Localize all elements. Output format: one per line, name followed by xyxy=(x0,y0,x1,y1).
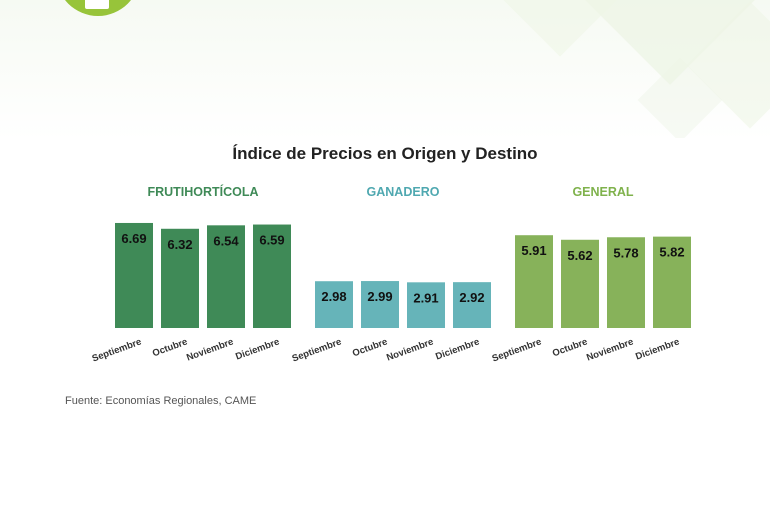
group-label: FRUTIHORTÍCOLA xyxy=(147,184,258,199)
x-tick-label: Octubre xyxy=(351,336,389,359)
x-tick-label: Diciembre xyxy=(434,336,481,362)
bar xyxy=(161,228,199,328)
bar xyxy=(561,239,599,328)
bar xyxy=(607,237,645,328)
x-tick-label: Septiembre xyxy=(291,336,343,364)
bar-value-label: 5.91 xyxy=(521,243,546,258)
x-tick-label: Septiembre xyxy=(91,336,143,364)
bar-value-label: 6.32 xyxy=(167,237,192,252)
bar-value-label: 2.98 xyxy=(321,289,346,304)
bar xyxy=(453,282,491,328)
x-tick-label: Diciembre xyxy=(234,336,281,362)
x-tick-label: Noviembre xyxy=(385,336,435,363)
source-note: Fuente: Economías Regionales, CAME xyxy=(65,395,257,407)
bar-value-label: 5.82 xyxy=(659,245,684,260)
x-tick-label: Diciembre xyxy=(634,336,681,362)
group-label: GENERAL xyxy=(572,185,633,199)
x-tick-label: Noviembre xyxy=(585,336,635,363)
bar xyxy=(361,281,399,328)
bar-value-label: 6.54 xyxy=(213,233,239,248)
bar-value-label: 6.69 xyxy=(121,231,146,246)
bar-value-label: 2.91 xyxy=(413,290,438,305)
bar-value-label: 5.78 xyxy=(613,245,638,260)
x-tick-label: Noviembre xyxy=(185,336,235,363)
bar xyxy=(253,224,291,328)
bar xyxy=(207,225,245,328)
bar-value-label: 5.62 xyxy=(567,248,592,263)
bar-value-label: 2.99 xyxy=(367,289,392,304)
x-tick-label: Octubre xyxy=(551,336,589,359)
bar xyxy=(115,222,153,328)
x-tick-label: Octubre xyxy=(151,336,189,359)
bar-value-label: 2.92 xyxy=(459,290,484,305)
bar xyxy=(407,282,445,328)
corner-badge-mark xyxy=(85,0,109,9)
bar xyxy=(653,236,691,328)
chart-title: Índice de Precios en Origen y Destino xyxy=(232,144,538,163)
bar xyxy=(515,235,553,328)
x-tick-label: Septiembre xyxy=(491,336,543,364)
bar xyxy=(315,281,353,328)
group-label: GANADERO xyxy=(367,185,440,199)
bar-value-label: 6.59 xyxy=(259,233,284,248)
